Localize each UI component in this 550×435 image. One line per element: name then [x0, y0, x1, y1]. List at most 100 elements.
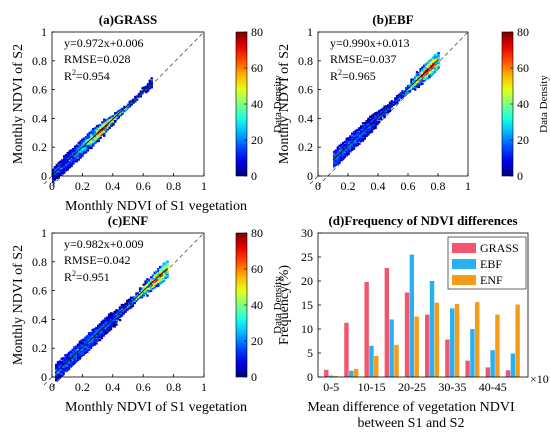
density-cell [95, 136, 99, 140]
density-cell [126, 306, 129, 309]
density-cell [374, 126, 377, 130]
bar-enf [374, 355, 379, 377]
density-cell [144, 282, 147, 285]
bar-enf [333, 376, 339, 377]
density-cell [146, 290, 149, 293]
density-cell [144, 285, 147, 288]
density-cell [98, 332, 102, 335]
density-cell [61, 163, 64, 166]
density-cell [97, 128, 101, 131]
density-cell [56, 367, 60, 371]
density-cell [66, 168, 70, 171]
density-cell [157, 267, 160, 271]
density-cell [437, 54, 440, 58]
fit-equation: y=0.982x+0.009 [64, 237, 144, 251]
x-tick-label: 0.6 [136, 380, 151, 394]
density-cell [69, 358, 73, 361]
density-cell [86, 139, 90, 142]
density-cell [120, 306, 124, 309]
bar-grass [404, 292, 410, 377]
chart-title: (d)Frequency of NDVI differences [328, 213, 517, 228]
density-cell [383, 108, 386, 112]
colorbar-tick-label: 0 [517, 169, 523, 183]
density-cell [55, 363, 58, 367]
density-cell [53, 178, 57, 181]
density-cell [432, 66, 435, 69]
density-cell [390, 105, 393, 108]
colorbar-tick-label: 80 [251, 25, 263, 39]
density-cell [428, 71, 431, 74]
density-cell [148, 87, 152, 90]
density-cell [118, 307, 122, 311]
density-cell [55, 172, 59, 175]
density-cell [82, 349, 85, 352]
y-tick-label: 0 [41, 370, 47, 384]
density-cell [361, 126, 365, 129]
density-cell [79, 141, 82, 145]
density-cell [334, 158, 338, 161]
x-tick-label: 0.4 [371, 179, 386, 193]
density-cell [343, 155, 347, 159]
density-cell [53, 169, 57, 172]
density-cell [98, 326, 102, 330]
density-cell [66, 162, 70, 165]
density-cell [78, 357, 82, 360]
panel-c: 0 0.2 0.4 0.6 0.8 1 0 0.2 0.4 0.6 0.8 1 (c)ENF y=0.98… [11, 213, 284, 415]
density-cell [83, 143, 86, 146]
density-cell [151, 278, 155, 282]
density-cell [78, 352, 82, 356]
density-cell [385, 111, 388, 114]
density-cell [86, 343, 89, 347]
bar-ebf [328, 375, 334, 377]
density-cell [128, 104, 132, 107]
density-cell [363, 129, 366, 132]
density-cell [333, 161, 336, 164]
density-cells [55, 260, 169, 382]
density-cell [157, 273, 160, 277]
bar-ebf [409, 254, 415, 377]
density-cell [67, 367, 71, 371]
density-cell [363, 134, 366, 137]
density-cell [435, 65, 438, 68]
density-cell [67, 366, 71, 369]
x-tick-label: 0.8 [431, 179, 446, 193]
density-cell [345, 143, 348, 146]
density-cell [153, 275, 156, 278]
density-cell [145, 90, 148, 94]
density-cell [90, 140, 93, 144]
density-cell [60, 360, 63, 363]
bar-ebf [369, 345, 374, 377]
density-cell [61, 161, 64, 165]
density-cell [97, 139, 101, 142]
density-cell [84, 138, 88, 141]
fit-line [332, 59, 439, 161]
density-cell [396, 100, 399, 103]
density-cell [421, 71, 424, 74]
density-cell [68, 162, 71, 166]
density-cell [115, 309, 118, 312]
density-cell [433, 67, 437, 70]
density-cell [81, 142, 84, 145]
density-cell [106, 126, 110, 130]
density-cell [106, 121, 110, 124]
bar-grass [364, 281, 369, 377]
y-axis-label: Monthly NDVI of S2 [11, 245, 26, 365]
density-cell [102, 319, 105, 322]
density-cell [109, 321, 113, 324]
bar-enf [434, 302, 440, 377]
x-tick-label: 0.6 [136, 179, 151, 193]
density-cell [68, 160, 71, 164]
density-cell [75, 349, 78, 353]
density-cell [59, 160, 62, 163]
density-cell [56, 375, 60, 378]
density-cell [102, 330, 105, 333]
density-cell [421, 82, 424, 85]
density-cell [351, 148, 354, 152]
density-cell [414, 88, 417, 91]
density-cell [162, 266, 166, 269]
density-cell [72, 156, 75, 160]
density-cell [84, 336, 87, 339]
density-cell [106, 325, 109, 328]
density-cell [363, 137, 366, 140]
bar-enf [353, 368, 359, 377]
